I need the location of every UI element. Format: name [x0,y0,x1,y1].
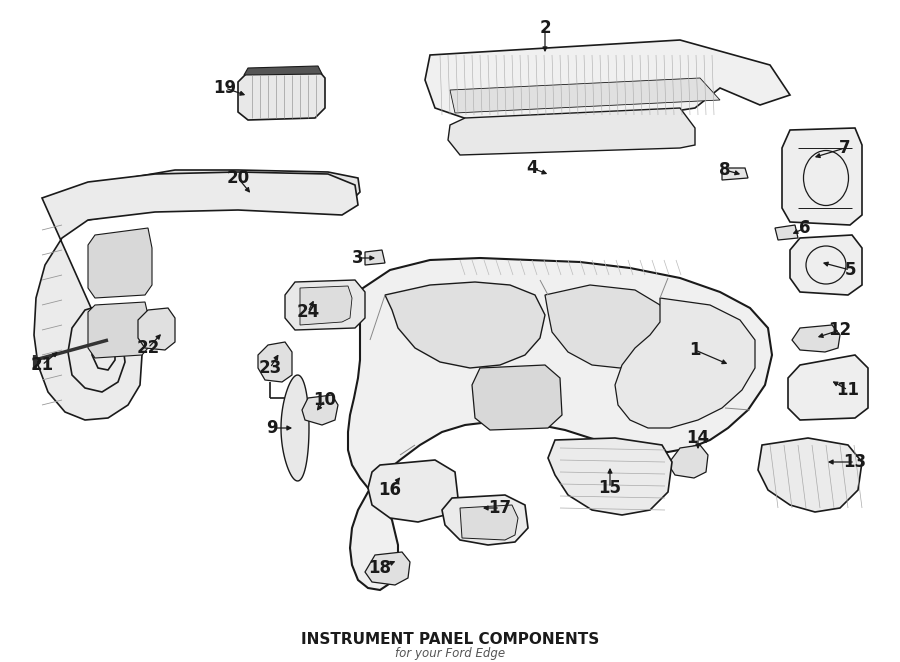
Polygon shape [722,168,748,180]
Text: 1: 1 [689,341,701,359]
Text: 16: 16 [379,481,401,499]
Text: 9: 9 [266,419,278,437]
Polygon shape [368,460,458,522]
Text: 22: 22 [137,339,159,357]
Text: 3: 3 [352,249,364,267]
Polygon shape [281,375,309,481]
Polygon shape [34,172,358,420]
Polygon shape [615,298,755,428]
Polygon shape [790,235,862,295]
Polygon shape [285,280,365,330]
Text: 21: 21 [31,356,54,374]
Text: INSTRUMENT PANEL COMPONENTS: INSTRUMENT PANEL COMPONENTS [301,632,599,647]
Polygon shape [258,342,292,382]
Polygon shape [758,438,862,512]
Polygon shape [460,505,518,540]
Text: 14: 14 [687,429,709,447]
Polygon shape [365,250,385,265]
Polygon shape [302,395,338,425]
Polygon shape [385,282,545,368]
Text: 24: 24 [296,303,320,321]
Text: 17: 17 [489,499,511,517]
Polygon shape [88,170,360,220]
Polygon shape [775,225,798,240]
Text: 12: 12 [828,321,851,339]
Polygon shape [88,228,152,298]
Polygon shape [365,552,410,585]
Text: 10: 10 [313,391,337,409]
Polygon shape [472,365,562,430]
Polygon shape [548,438,672,515]
Text: 18: 18 [368,559,392,577]
Polygon shape [450,78,720,113]
Text: 4: 4 [526,159,538,177]
Polygon shape [425,40,790,120]
Polygon shape [238,70,325,120]
Text: 8: 8 [719,161,731,179]
Text: 13: 13 [843,453,867,471]
Text: 7: 7 [839,139,850,157]
Polygon shape [792,325,840,352]
Polygon shape [545,285,668,368]
Polygon shape [442,495,528,545]
Text: 5: 5 [844,261,856,279]
Polygon shape [244,66,322,75]
Polygon shape [782,128,862,225]
Text: 20: 20 [227,169,249,187]
Text: 11: 11 [836,381,860,399]
Text: 23: 23 [258,359,282,377]
Text: 6: 6 [799,219,811,237]
Polygon shape [138,308,175,350]
Text: for your Ford Edge: for your Ford Edge [395,647,505,661]
Polygon shape [300,286,352,325]
Text: 2: 2 [539,19,551,37]
Polygon shape [88,302,148,358]
Polygon shape [448,108,695,155]
Polygon shape [788,355,868,420]
Polygon shape [348,258,772,590]
Polygon shape [668,445,708,478]
Text: 15: 15 [598,479,622,497]
Text: 19: 19 [213,79,237,97]
